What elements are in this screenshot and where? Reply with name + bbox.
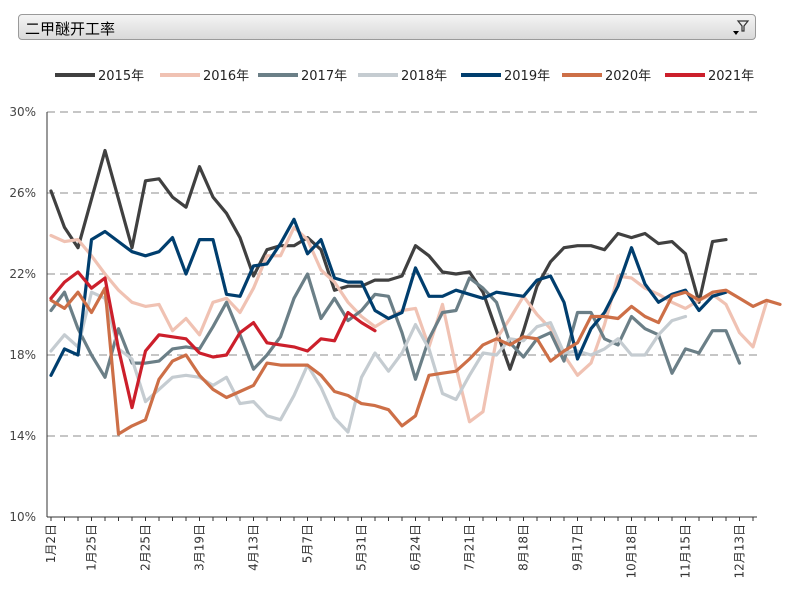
x-tick-label: 8月18日: [517, 524, 531, 571]
legend-label: 2017年: [301, 69, 347, 84]
series-line-2020年: [49, 286, 782, 436]
x-tick-label: 5月31日: [355, 524, 369, 571]
y-tick-label: 22%: [9, 267, 36, 281]
x-tick-label: 12月13日: [733, 524, 747, 579]
legend-label: 2018年: [401, 69, 447, 84]
y-tick-label: 18%: [9, 348, 36, 362]
x-tick-label: 3月19日: [193, 524, 207, 571]
x-tick-label: 7月21日: [463, 524, 477, 571]
x-tick-label: 6月24日: [409, 524, 423, 571]
y-tick-label: 30%: [9, 105, 36, 119]
x-tick-label: 10月18日: [625, 524, 639, 579]
series-line-2021年: [49, 270, 377, 410]
field-label: 二甲醚开工率: [25, 20, 116, 38]
series-line-2015年: [49, 148, 728, 371]
x-tick-label: 9月17日: [571, 524, 585, 571]
legend-label: 2021年: [708, 69, 754, 84]
x-tick-label: 1月2日: [44, 524, 58, 563]
x-tick-label: 1月25日: [85, 524, 99, 571]
y-tick-label: 10%: [9, 510, 36, 524]
legend-label: 2016年: [203, 69, 249, 84]
x-tick-label: 5月7日: [301, 524, 315, 563]
series-line-2016年: [49, 225, 769, 424]
filter-dropdown-icon[interactable]: [731, 18, 751, 38]
x-tick-label: 11月15日: [679, 524, 693, 579]
series-line-2019年: [49, 217, 728, 377]
legend-label: 2020年: [605, 69, 651, 84]
x-tick-label: 4月13日: [247, 524, 261, 571]
field-filter-button[interactable]: 二甲醚开工率: [18, 14, 756, 40]
legend-label: 2019年: [504, 69, 550, 84]
x-tick-label: 2月25日: [139, 524, 153, 571]
legend-label: 2015年: [98, 69, 144, 84]
y-tick-label: 26%: [9, 186, 36, 200]
y-tick-label: 14%: [9, 429, 36, 443]
